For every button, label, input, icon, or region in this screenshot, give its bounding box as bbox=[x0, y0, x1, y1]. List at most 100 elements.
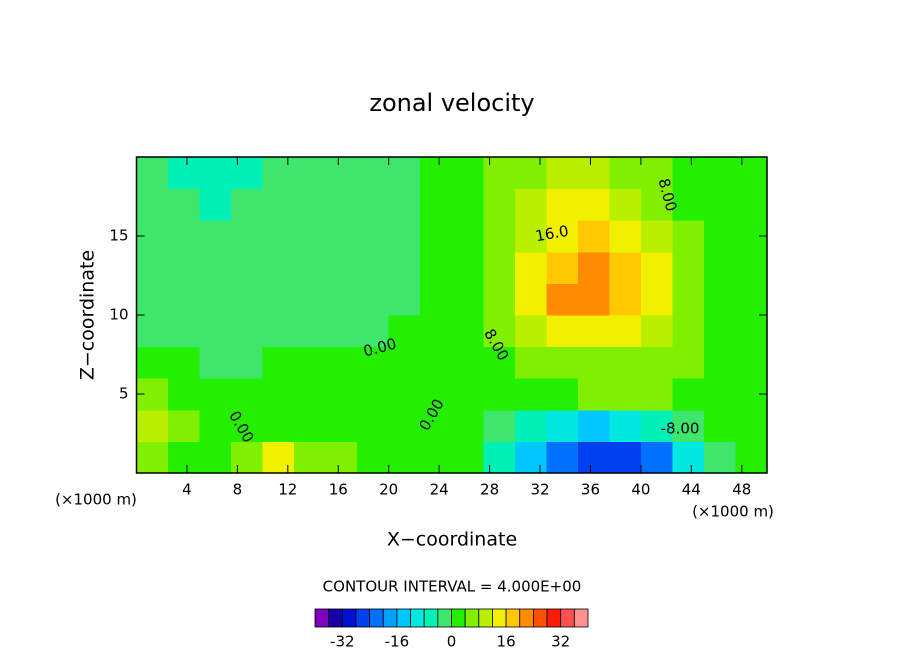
contour-cell bbox=[640, 220, 673, 253]
contour-cell bbox=[388, 346, 421, 379]
contour-cell bbox=[168, 157, 201, 190]
contour-cell bbox=[451, 157, 484, 190]
contour-cell bbox=[262, 251, 295, 284]
contour-cell bbox=[483, 441, 516, 474]
contour-cell bbox=[609, 346, 642, 379]
contour-cell bbox=[136, 346, 169, 379]
contour-cell bbox=[483, 220, 516, 253]
contour-cell bbox=[640, 378, 673, 411]
contour-cell bbox=[640, 251, 673, 284]
contour-cell bbox=[231, 220, 264, 253]
contour-cell bbox=[703, 441, 736, 474]
contour-cell bbox=[546, 315, 579, 348]
contour-cell bbox=[735, 157, 768, 190]
contour-cell bbox=[609, 283, 642, 316]
contour-cell bbox=[262, 315, 295, 348]
contour-cell bbox=[609, 220, 642, 253]
contour-cell bbox=[388, 441, 421, 474]
colorbar-box bbox=[464, 608, 480, 628]
colorbar-box bbox=[492, 608, 507, 628]
contour-cell bbox=[136, 188, 169, 221]
contour-cell bbox=[325, 346, 358, 379]
contour-cell bbox=[577, 188, 610, 221]
contour-cell bbox=[514, 409, 547, 442]
contour-cell bbox=[703, 378, 736, 411]
contour-cell bbox=[703, 251, 736, 284]
contour-cell bbox=[388, 315, 421, 348]
contour-cell bbox=[735, 346, 768, 379]
contour-cell bbox=[199, 346, 232, 379]
contour-cell bbox=[168, 315, 201, 348]
contour-cell bbox=[231, 346, 264, 379]
contour-cell bbox=[735, 251, 768, 284]
contour-cell bbox=[294, 188, 327, 221]
contour-cell bbox=[168, 188, 201, 221]
colorbar-tick-label: 32 bbox=[551, 633, 570, 651]
contour-cell bbox=[325, 315, 358, 348]
contour-cell bbox=[703, 220, 736, 253]
colorbar-box bbox=[355, 608, 371, 628]
contour-cell bbox=[294, 378, 327, 411]
contour-field bbox=[136, 157, 768, 474]
contour-cell bbox=[703, 188, 736, 221]
contour-cell bbox=[388, 220, 421, 253]
contour-cell bbox=[483, 346, 516, 379]
contour-cell bbox=[294, 441, 327, 474]
contour-cell bbox=[168, 346, 201, 379]
contour-cell bbox=[672, 315, 705, 348]
contour-cell bbox=[577, 220, 610, 253]
contour-cell bbox=[672, 409, 705, 442]
contour-cell bbox=[735, 315, 768, 348]
contour-cell bbox=[640, 441, 673, 474]
contour-cell bbox=[294, 283, 327, 316]
contour-cell bbox=[735, 188, 768, 221]
contour-cell bbox=[136, 157, 169, 190]
contour-cell bbox=[199, 251, 232, 284]
colorbar-box bbox=[341, 608, 357, 628]
colorbar-box bbox=[533, 608, 548, 628]
contour-cell bbox=[231, 283, 264, 316]
colorbar-box bbox=[437, 608, 452, 628]
contour-cell bbox=[514, 157, 547, 190]
contour-cell bbox=[451, 378, 484, 411]
contour-cell bbox=[262, 441, 295, 474]
contour-cell bbox=[483, 251, 516, 284]
contour-cell bbox=[514, 220, 547, 253]
y-tick-label: 15 bbox=[109, 227, 128, 245]
contour-cell bbox=[672, 283, 705, 316]
contour-cell bbox=[451, 251, 484, 284]
contour-cell bbox=[577, 283, 610, 316]
contour-cell bbox=[199, 409, 232, 442]
contour-cell bbox=[640, 188, 673, 221]
colorbar-box bbox=[478, 608, 493, 628]
x-tick-label: 28 bbox=[480, 481, 499, 499]
contour-cell bbox=[609, 441, 642, 474]
y-tick-label: 5 bbox=[119, 385, 129, 403]
x-tick-label: 16 bbox=[329, 481, 348, 499]
contour-cell bbox=[388, 409, 421, 442]
contour-cell bbox=[546, 157, 579, 190]
contour-cell bbox=[703, 409, 736, 442]
contour-cell bbox=[703, 283, 736, 316]
x-tick-label: 32 bbox=[530, 481, 549, 499]
contour-cell bbox=[420, 188, 453, 221]
contour-cell bbox=[483, 409, 516, 442]
contour-cell bbox=[357, 188, 390, 221]
contour-cell bbox=[420, 441, 453, 474]
contour-cell bbox=[735, 441, 768, 474]
contour-cell bbox=[294, 251, 327, 284]
colorbar-box bbox=[410, 608, 425, 628]
contour-cell bbox=[136, 441, 169, 474]
x-tick-label: 36 bbox=[581, 481, 600, 499]
contour-cell bbox=[357, 220, 390, 253]
contour-cell bbox=[325, 188, 358, 221]
contour-cell bbox=[546, 188, 579, 221]
contour-cell bbox=[357, 251, 390, 284]
contour-cell bbox=[672, 157, 705, 190]
contour-cell bbox=[199, 188, 232, 221]
contour-cell bbox=[609, 157, 642, 190]
contour-cell bbox=[231, 251, 264, 284]
contour-cell bbox=[388, 283, 421, 316]
contour-cell bbox=[231, 378, 264, 411]
contour-cell bbox=[231, 157, 264, 190]
